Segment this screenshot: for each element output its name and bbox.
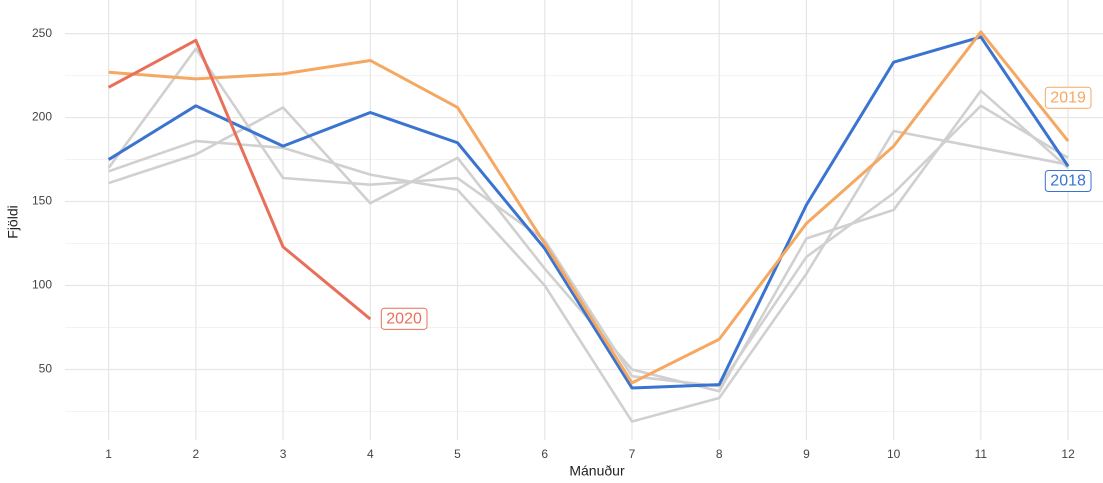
x-tick-label: 11 [975,447,988,461]
x-tick-label: 8 [716,447,723,461]
y-tick-label: 200 [32,110,52,124]
y-tick-label: 50 [39,362,53,376]
x-axis-title: Mánuður [569,463,625,479]
series-line [108,129,1069,423]
x-tick-label: 9 [803,447,810,461]
series-label: 2019 [1050,89,1086,106]
series-label: 2020 [386,310,422,327]
y-axis-title: Fjöldi [5,205,21,238]
series-line [108,30,1070,385]
series-label-group: 2019 [1044,86,1092,109]
series-label-box [380,307,428,330]
series-label-box [1044,86,1092,109]
y-tick-label: 150 [32,194,52,208]
x-tick-label: 4 [367,447,374,461]
y-tick-label: 250 [32,26,52,40]
series-line [107,47,1069,388]
series-label-group: 2020 [380,307,428,330]
x-tick-label: 2 [192,447,199,461]
grid [65,0,1103,440]
series-label: 2018 [1050,172,1086,189]
series-label-box [1044,169,1092,192]
series-label-group: 2018 [1044,169,1092,192]
y-tick-label: 100 [32,278,52,292]
x-tick-label: 5 [454,447,461,461]
x-tick-label: 12 [1061,447,1075,461]
x-tick-label: 6 [541,447,548,461]
x-tick-label: 7 [629,447,636,461]
x-tick-label: 1 [105,447,112,461]
series-line [107,35,1070,390]
series-line [107,38,372,321]
x-tick-label: 10 [887,447,901,461]
x-tick-label: 3 [280,447,287,461]
